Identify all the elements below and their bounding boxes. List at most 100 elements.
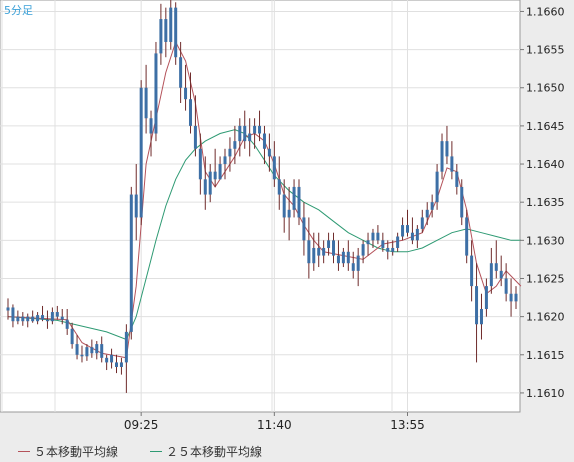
candle-body <box>238 126 241 141</box>
candle-body <box>154 53 157 133</box>
candle-body <box>278 179 281 194</box>
candle-body <box>322 248 325 256</box>
candle <box>140 80 143 225</box>
x-tick-label: 09:25 <box>124 418 159 432</box>
candle-body <box>56 312 59 317</box>
candle-body <box>100 344 103 358</box>
candle <box>130 187 133 340</box>
candle-body <box>460 187 463 218</box>
candle-body <box>258 126 261 134</box>
candle-body <box>352 263 355 271</box>
candle-body <box>376 233 379 241</box>
y-tick-label: 1.1645 <box>526 120 565 133</box>
candle-body <box>273 156 276 179</box>
candle-body <box>71 329 74 344</box>
candle-body <box>441 141 444 172</box>
candle-body <box>411 233 414 241</box>
candle-body <box>426 210 429 218</box>
legend: ５本移動平均線 ２５本移動平均線 <box>0 440 574 462</box>
candle-body <box>263 134 266 149</box>
candle-body <box>26 317 29 322</box>
candle-body <box>31 317 34 322</box>
candle-body <box>41 315 44 320</box>
legend-item-ma25: ２５本移動平均線 <box>150 443 262 460</box>
candle-body <box>164 19 167 42</box>
candle-body <box>46 320 49 322</box>
candle-body <box>406 225 409 233</box>
candle-body <box>288 210 291 218</box>
candle-body <box>169 8 172 42</box>
candle-body <box>61 317 64 320</box>
candle-body <box>431 202 434 210</box>
candle-body <box>391 248 394 252</box>
candle-body <box>470 256 473 287</box>
candle-body <box>224 156 227 164</box>
candle-body <box>490 263 493 286</box>
candle-body <box>145 88 148 119</box>
candle-body <box>386 248 389 252</box>
candle-body <box>515 294 518 302</box>
candle-body <box>233 141 236 149</box>
candle-body <box>357 256 360 271</box>
y-tick-label: 1.1660 <box>526 5 565 18</box>
candle-body <box>337 256 340 264</box>
candle-body <box>455 172 458 187</box>
y-tick-label: 1.1615 <box>526 349 565 362</box>
candle-body <box>416 229 419 240</box>
candle-body <box>475 286 478 324</box>
y-tick-label: 1.1650 <box>526 82 565 95</box>
ma25-swatch <box>150 451 162 452</box>
candle-body <box>150 118 153 133</box>
candle-body <box>209 172 212 195</box>
candle-body <box>327 240 330 248</box>
candle-body <box>421 217 424 228</box>
candlestick-chart: 1.16601.16551.16501.16451.16401.16351.16… <box>0 0 574 440</box>
legend-label-ma5: ５本移動平均線 <box>34 443 118 460</box>
candle-body <box>243 126 246 141</box>
candle-body <box>21 317 24 322</box>
candle-body <box>51 312 54 321</box>
candle-body <box>450 156 453 171</box>
candle-body <box>332 240 335 255</box>
candle-body <box>66 320 69 329</box>
candle-body <box>115 362 118 367</box>
candle-body <box>510 294 513 302</box>
candle-body <box>194 126 197 149</box>
candle-body <box>199 149 202 180</box>
candle-body <box>293 187 296 210</box>
candle-body <box>16 317 19 322</box>
candle-body <box>307 240 310 263</box>
candle-body <box>214 172 217 180</box>
y-tick-label: 1.1625 <box>526 272 565 285</box>
candle-body <box>130 195 133 332</box>
candle-body <box>36 315 39 321</box>
candle-body <box>396 237 399 248</box>
y-tick-label: 1.1655 <box>526 44 565 57</box>
y-tick-label: 1.1640 <box>526 158 565 171</box>
legend-item-ma5: ５本移動平均線 <box>18 443 118 460</box>
candle-body <box>76 344 79 355</box>
candle <box>174 2 177 65</box>
candle-body <box>7 307 10 310</box>
candle-body <box>297 187 300 218</box>
legend-label-ma25: ２５本移動平均線 <box>166 443 262 460</box>
candle-body <box>248 134 251 142</box>
candle-body <box>465 217 468 255</box>
candle-body <box>436 172 439 203</box>
x-tick-label: 13:55 <box>390 418 425 432</box>
candle-body <box>317 248 320 256</box>
candle-body <box>174 8 177 58</box>
candle-body <box>480 309 483 324</box>
candle-body <box>253 126 256 134</box>
candle-body <box>500 271 503 279</box>
candle-body <box>371 233 374 241</box>
candle-body <box>312 248 315 263</box>
candle-body <box>283 195 286 218</box>
candle-body <box>505 278 508 293</box>
candle-body <box>204 179 207 194</box>
candle-body <box>11 307 14 321</box>
candle-body <box>135 195 138 218</box>
candle-body <box>189 99 192 126</box>
candle-body <box>90 347 93 353</box>
candle-body <box>485 286 488 309</box>
